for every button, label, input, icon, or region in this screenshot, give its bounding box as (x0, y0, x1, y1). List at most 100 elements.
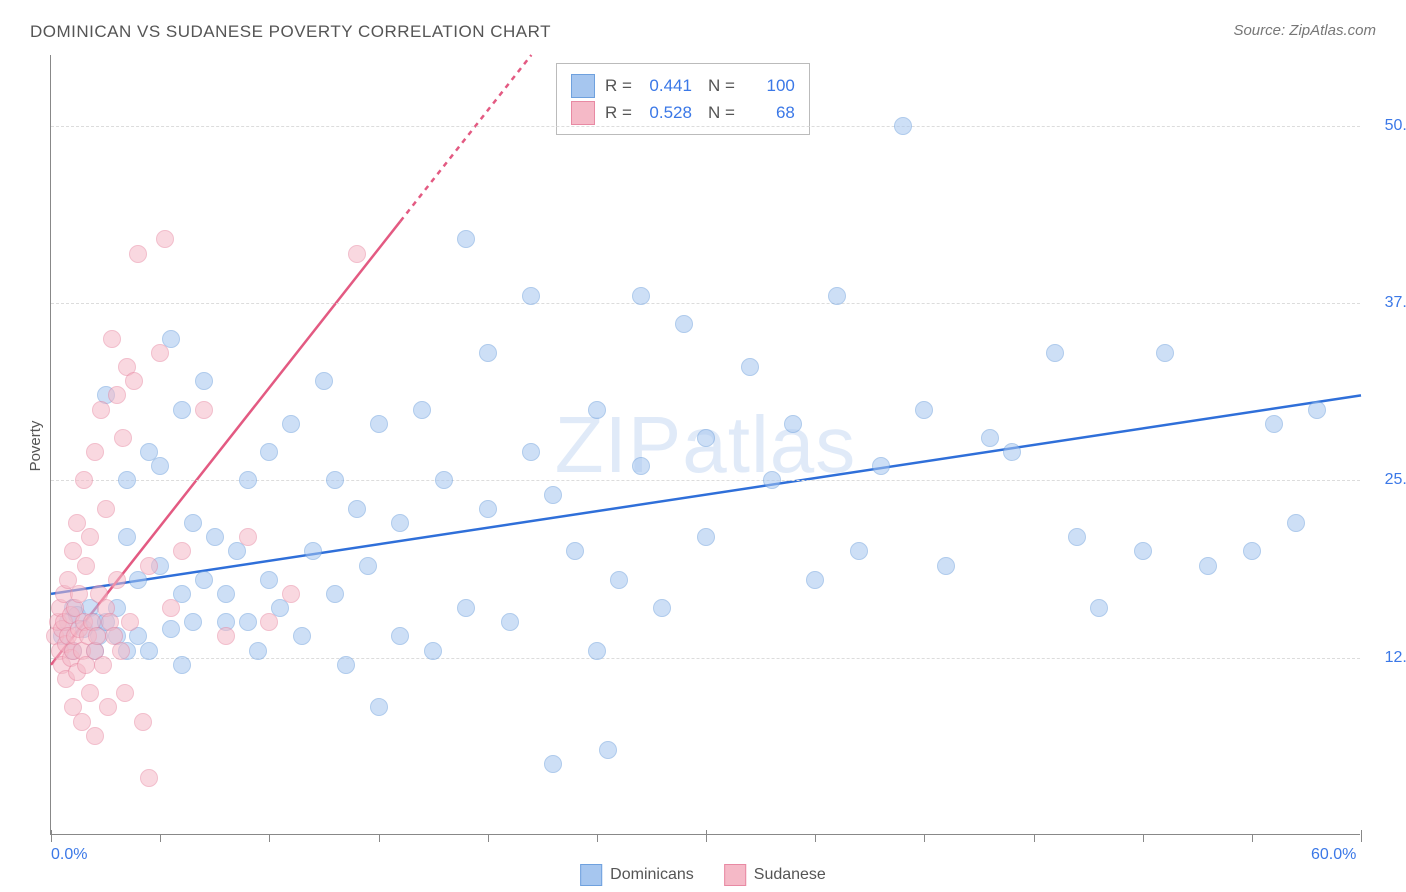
scatter-point (828, 287, 846, 305)
scatter-point (195, 401, 213, 419)
scatter-point (981, 429, 999, 447)
scatter-point (784, 415, 802, 433)
scatter-point (173, 542, 191, 560)
scatter-point (566, 542, 584, 560)
scatter-point (173, 656, 191, 674)
scatter-point (697, 429, 715, 447)
scatter-point (73, 713, 91, 731)
scatter-point (653, 599, 671, 617)
scatter-point (304, 542, 322, 560)
scatter-point (195, 571, 213, 589)
legend-row: R =0.441N =100 (571, 72, 795, 99)
scatter-point (1199, 557, 1217, 575)
scatter-point (239, 471, 257, 489)
scatter-point (260, 443, 278, 461)
scatter-point (116, 684, 134, 702)
scatter-point (99, 698, 117, 716)
scatter-point (282, 585, 300, 603)
scatter-point (239, 528, 257, 546)
x-tick (160, 835, 161, 842)
scatter-point (86, 727, 104, 745)
scatter-point (260, 571, 278, 589)
scatter-point (1265, 415, 1283, 433)
chart-title: DOMINICAN VS SUDANESE POVERTY CORRELATIO… (30, 22, 551, 42)
scatter-point (92, 401, 110, 419)
scatter-point (479, 500, 497, 518)
scatter-point (118, 471, 136, 489)
scatter-point (370, 415, 388, 433)
scatter-point (81, 528, 99, 546)
legend-swatch (724, 864, 746, 886)
scatter-point (359, 557, 377, 575)
x-tick-label: 60.0% (1311, 846, 1356, 864)
trend-line (51, 395, 1361, 594)
scatter-point (173, 401, 191, 419)
legend-row: R =0.528N =68 (571, 99, 795, 126)
scatter-point (217, 585, 235, 603)
scatter-point (763, 471, 781, 489)
trend-line (400, 55, 531, 221)
scatter-point (140, 769, 158, 787)
scatter-point (588, 642, 606, 660)
x-tick (488, 835, 489, 842)
scatter-point (457, 599, 475, 617)
legend-item: Dominicans (580, 864, 694, 886)
scatter-point (114, 429, 132, 447)
scatter-point (86, 443, 104, 461)
scatter-point (217, 627, 235, 645)
y-tick-label: 50.0% (1370, 117, 1406, 135)
y-tick-label: 37.5% (1370, 294, 1406, 312)
scatter-point (162, 599, 180, 617)
scatter-point (435, 471, 453, 489)
x-tick (51, 830, 52, 842)
x-tick (706, 830, 707, 842)
y-axis-label: Poverty (27, 421, 44, 472)
scatter-point (88, 627, 106, 645)
scatter-point (1243, 542, 1261, 560)
series-legend: DominicansSudanese (580, 864, 826, 886)
scatter-point (97, 500, 115, 518)
scatter-point (424, 642, 442, 660)
scatter-point (1068, 528, 1086, 546)
scatter-point (391, 514, 409, 532)
scatter-point (806, 571, 824, 589)
scatter-point (94, 656, 112, 674)
scatter-point (121, 613, 139, 631)
x-tick (1143, 835, 1144, 842)
scatter-point (1134, 542, 1152, 560)
y-tick-label: 25.0% (1370, 471, 1406, 489)
scatter-point (195, 372, 213, 390)
scatter-point (348, 500, 366, 518)
source-label: Source: ZipAtlas.com (1233, 22, 1376, 39)
y-tick-label: 12.5% (1370, 649, 1406, 667)
scatter-point (370, 698, 388, 716)
scatter-point (134, 713, 152, 731)
scatter-point (741, 358, 759, 376)
x-tick (379, 835, 380, 842)
scatter-point (544, 486, 562, 504)
scatter-point (282, 415, 300, 433)
scatter-point (610, 571, 628, 589)
scatter-point (391, 627, 409, 645)
scatter-point (293, 627, 311, 645)
scatter-point (348, 245, 366, 263)
scatter-point (151, 344, 169, 362)
scatter-point (872, 457, 890, 475)
scatter-point (599, 741, 617, 759)
x-tick (924, 835, 925, 842)
scatter-point (915, 401, 933, 419)
scatter-point (1090, 599, 1108, 617)
scatter-point (184, 613, 202, 631)
scatter-point (125, 372, 143, 390)
scatter-point (1003, 443, 1021, 461)
legend-label: Dominicans (610, 866, 694, 883)
scatter-point (337, 656, 355, 674)
n-label: N = (708, 99, 735, 126)
x-tick (597, 835, 598, 842)
scatter-point (697, 528, 715, 546)
scatter-point (1156, 344, 1174, 362)
scatter-point (675, 315, 693, 333)
correlation-legend: R =0.441N =100R =0.528N =68 (556, 63, 810, 135)
r-value: 0.441 (642, 72, 692, 99)
scatter-point (315, 372, 333, 390)
